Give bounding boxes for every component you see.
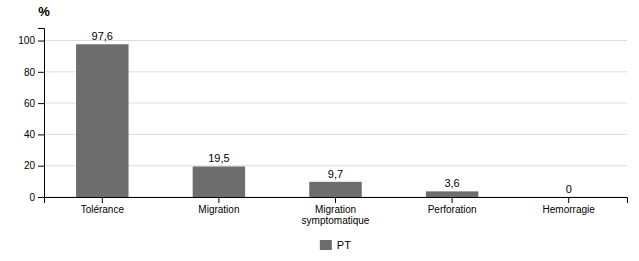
- plot-area: 020406080100ToléranceMigrationMigrations…: [18, 29, 627, 227]
- y-tick-label: 0: [29, 192, 35, 203]
- x-tick: Hemorragie: [543, 197, 596, 215]
- y-tick-mark: [38, 197, 44, 198]
- x-tick-label: Hemorragie: [543, 204, 596, 215]
- y-tick: 20: [24, 160, 44, 171]
- data-label: 3,6: [444, 177, 459, 189]
- y-tick-label: 100: [18, 35, 35, 46]
- x-tick-label-line: Migration: [315, 204, 356, 215]
- grid: [44, 41, 627, 197]
- y-tick: 100: [18, 35, 44, 46]
- grid-line: [44, 40, 627, 41]
- legend-item: PT: [320, 239, 351, 251]
- y-tick-mark: [38, 103, 44, 104]
- y-axis-title: %: [38, 4, 50, 19]
- y-tick: 0: [29, 192, 44, 203]
- y-tick-label: 40: [24, 129, 36, 140]
- x-tick-mark: [335, 197, 336, 203]
- y-tick-label: 80: [24, 67, 36, 78]
- bar: [309, 182, 361, 197]
- legend-swatch: [320, 240, 332, 250]
- y-tick: 80: [24, 67, 44, 78]
- x-tick-label: Migrationsymptomatique: [302, 204, 370, 226]
- y-axis: 0 20 40 60 80 100: [18, 29, 44, 203]
- chart-svg: 020406080100ToléranceMigrationMigrations…: [0, 0, 639, 261]
- x-tick-label: Perforation: [428, 204, 477, 215]
- x-tick-mark: [218, 197, 219, 203]
- bar: [193, 166, 245, 197]
- y-tick-mark: [38, 72, 44, 73]
- x-tick-label-line: Perforation: [428, 204, 477, 215]
- grid-line: [44, 71, 627, 72]
- y-tick: 40: [24, 129, 44, 140]
- y-tick-mark: [38, 134, 44, 135]
- data-label: 0: [566, 183, 572, 195]
- y-axis-line: [38, 29, 45, 198]
- y-tick-mark: [38, 166, 44, 167]
- x-tick-label: Tolérance: [81, 204, 125, 215]
- y-tick: 60: [24, 98, 44, 109]
- x-tick-label: Migration: [198, 204, 239, 215]
- x-tick-label-line: Hemorragie: [543, 204, 596, 215]
- data-label: 9,7: [328, 168, 343, 180]
- legend: PT: [320, 239, 351, 251]
- data-label: 19,5: [208, 152, 229, 164]
- x-tick-mark: [452, 197, 453, 203]
- grid-line: [44, 165, 627, 166]
- x-tick-label-line: Tolérance: [81, 204, 125, 215]
- bar: [542, 197, 594, 198]
- x-tick: Tolérance: [81, 197, 125, 215]
- x-tick: Migrationsymptomatique: [302, 197, 370, 226]
- grid-line: [44, 134, 627, 135]
- x-axis: ToléranceMigrationMigrationsymptomatique…: [45, 197, 628, 226]
- data-labels: 97,6 19,5 9,7 3,6 0: [92, 30, 572, 195]
- x-tick-label-line: Migration: [198, 204, 239, 215]
- x-tick-mark: [568, 197, 569, 203]
- grid-line: [44, 103, 627, 104]
- x-tick-mark: [102, 197, 103, 203]
- x-tick: Migration: [198, 197, 239, 215]
- x-axis-line: [45, 198, 628, 204]
- bars: [76, 44, 478, 197]
- x-tick-label-line: symptomatique: [302, 215, 370, 226]
- bar: [426, 191, 478, 197]
- y-tick-label: 60: [24, 98, 36, 109]
- x-tick: Perforation: [428, 197, 477, 215]
- legend-label: PT: [337, 239, 351, 251]
- y-tick-label: 20: [24, 160, 36, 171]
- data-label: 97,6: [92, 30, 113, 42]
- y-tick-mark: [38, 41, 44, 42]
- chart-container: 020406080100ToléranceMigrationMigrations…: [0, 0, 639, 261]
- bar: [76, 44, 128, 197]
